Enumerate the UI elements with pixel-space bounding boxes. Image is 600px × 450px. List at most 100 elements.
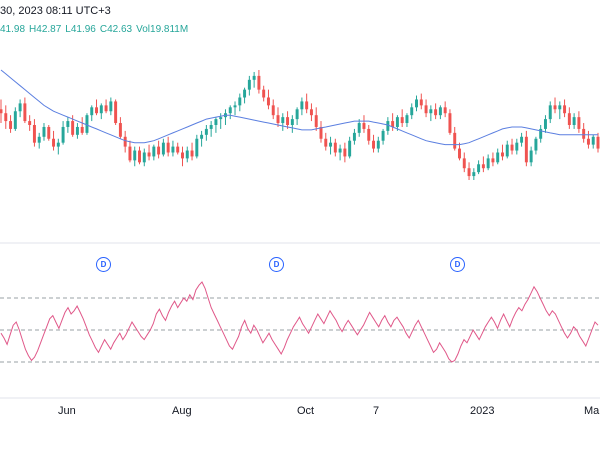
candle-body	[505, 144, 509, 157]
dividend-marker-2[interactable]: D	[269, 257, 284, 272]
candle-body	[481, 164, 485, 169]
ohlc-legend: 41.98 H42.87 L41.96 C42.63 Vol19.811M	[0, 24, 192, 35]
candle-body	[324, 138, 328, 147]
candle-body	[118, 123, 122, 137]
candle-body	[152, 146, 156, 157]
candle-body	[572, 117, 576, 125]
candle-body	[395, 117, 399, 127]
x-tick-label: Oct	[297, 405, 315, 417]
candle-body	[266, 97, 270, 106]
candle-body	[386, 121, 390, 131]
candle-body	[309, 109, 313, 116]
candle-body	[434, 109, 438, 116]
candle-body	[281, 117, 285, 124]
candle-body	[438, 107, 442, 116]
candle-body	[95, 107, 99, 114]
candle-body	[161, 142, 165, 155]
candle-body	[524, 136, 528, 163]
candle-body	[582, 128, 586, 139]
candle-body	[596, 136, 600, 149]
candle-body	[567, 113, 571, 125]
x-tick-label: Mar	[584, 405, 600, 417]
candle-body	[491, 158, 495, 163]
candle-body	[166, 142, 170, 153]
candle-body	[348, 140, 352, 157]
x-tick-label: 7	[373, 405, 380, 417]
candle-body	[477, 164, 481, 173]
candle-body	[200, 134, 204, 139]
dividend-marker-3[interactable]: D	[450, 257, 465, 272]
moving-average-line	[0, 69, 598, 146]
candle-body	[61, 126, 65, 143]
candle-body	[123, 136, 127, 147]
candle-body	[233, 105, 237, 108]
candle-body	[290, 119, 294, 125]
candle-body	[539, 128, 543, 139]
candle-body	[467, 168, 471, 177]
candle-body	[424, 105, 428, 114]
candle-body	[109, 101, 113, 112]
candle-body	[56, 142, 60, 147]
candle-body	[9, 121, 13, 129]
candle-body	[400, 117, 404, 124]
candle-body	[23, 103, 27, 122]
candle-body	[147, 152, 151, 157]
candle-body	[372, 140, 376, 149]
candle-body	[99, 105, 103, 114]
candle-body	[114, 101, 118, 124]
candle-body	[195, 138, 199, 157]
candle-body	[462, 158, 466, 169]
candle-body	[133, 150, 137, 161]
candle-body	[553, 105, 557, 110]
candle-body	[305, 101, 309, 110]
candle-body	[586, 138, 590, 145]
candle-body	[247, 79, 251, 90]
candle-body	[510, 144, 514, 151]
candle-body	[4, 113, 8, 122]
x-tick-label: Aug	[172, 405, 192, 417]
candle-body	[362, 123, 366, 129]
candle-body	[238, 97, 242, 106]
candle-body	[85, 115, 89, 133]
candle-body	[228, 107, 232, 114]
candle-body	[18, 103, 22, 112]
candle-body	[90, 107, 94, 116]
candle-body	[276, 115, 280, 124]
candle-body	[381, 130, 385, 141]
candle-body	[300, 101, 304, 110]
candle-body	[75, 126, 79, 135]
candle-body	[543, 119, 547, 129]
candle-body	[410, 107, 414, 116]
candle-body	[32, 125, 36, 143]
candle-body	[458, 148, 461, 159]
candle-body	[204, 128, 208, 135]
candle-body	[209, 125, 213, 129]
candle-body	[13, 111, 17, 129]
candle-body	[367, 128, 371, 141]
candle-body	[415, 99, 418, 108]
candle-body	[558, 105, 562, 110]
candle-body	[243, 89, 247, 98]
candle-body	[486, 158, 490, 169]
candle-body	[190, 150, 194, 157]
candle-body	[548, 105, 552, 120]
candle-body	[52, 138, 56, 147]
candle-body	[352, 132, 356, 141]
candle-body	[286, 117, 290, 125]
candle-body	[0, 109, 3, 114]
candle-body	[128, 146, 132, 161]
dividend-marker-1[interactable]: D	[96, 257, 111, 272]
candle-body	[257, 75, 261, 90]
candle-body	[515, 142, 519, 151]
candle-body	[176, 146, 180, 153]
candle-body	[252, 75, 256, 80]
chart-header-datetime: 30, 2023 08:11 UTC+3	[0, 5, 111, 17]
rsi-line	[0, 281, 599, 363]
candle-body	[28, 121, 32, 125]
candle-body	[591, 136, 595, 145]
candle-body	[563, 105, 567, 114]
x-tick-label: Jun	[58, 405, 76, 417]
candle-body	[104, 105, 108, 112]
candle-body	[405, 115, 409, 124]
